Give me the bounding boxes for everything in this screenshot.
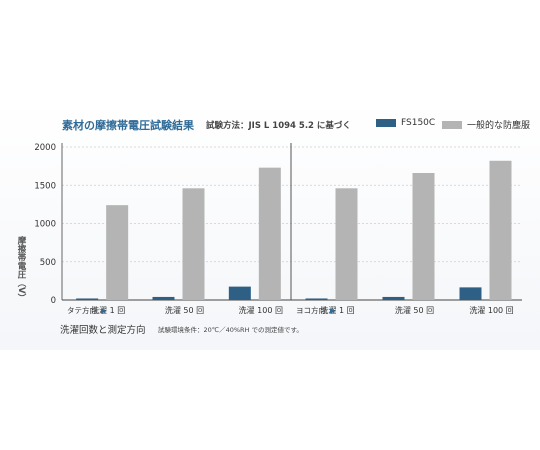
x-tick-label: 洗濯 1 回 [91, 305, 125, 315]
bar-fs150c [305, 298, 328, 300]
x-tick-label: 洗濯 50 回 [395, 305, 434, 315]
legend-label-general: 一般的な防塵服 [467, 121, 531, 131]
test-method: 試験方法：JIS L 1094 5.2 に基づく [206, 121, 351, 131]
legend-swatch-fs150c [376, 119, 396, 127]
chart-title: 素材の摩擦帯電圧試験結果 [62, 119, 194, 132]
legend-label-fs150c: FS150C [401, 118, 436, 128]
bar-general [182, 188, 205, 300]
bar-general [489, 160, 512, 300]
test-conditions-note: 試験環境条件：20℃／40%RH での測定値です。 [158, 326, 303, 334]
bar-fs150c [382, 296, 405, 300]
x-tick-label: 洗濯 1 回 [320, 305, 354, 315]
bar-general [335, 188, 358, 300]
y-tick-label: 1000 [34, 220, 56, 230]
y-tick-label: 0 [51, 296, 56, 306]
x-tick-label: 洗濯 100 回 [239, 305, 283, 315]
legend-item-general: 一般的な防塵服 [442, 118, 530, 131]
y-axis-label: 摩擦帯電圧（V） [16, 236, 26, 303]
group-label: ヨコ方向 [296, 305, 326, 315]
legend-item-fs150c: FS150C [376, 118, 435, 128]
arrow-icon: ▶ [101, 306, 107, 315]
y-tick-label: 1500 [34, 181, 56, 191]
bar-general [258, 167, 281, 300]
bar-general [106, 205, 129, 300]
bar-fs150c [459, 287, 482, 300]
bar-fs150c [228, 286, 251, 300]
group-label: タテ方向 [67, 305, 97, 315]
legend-swatch-general [442, 120, 462, 129]
bar-general [412, 173, 435, 300]
arrow-icon: ▶ [330, 306, 336, 315]
x-tick-label: 洗濯 50 回 [165, 305, 204, 315]
bar-fs150c [76, 298, 99, 300]
x-tick-label: 洗濯 100 回 [469, 305, 513, 315]
y-tick-label: 2000 [34, 143, 56, 153]
bar-fs150c [152, 296, 175, 300]
y-tick-label: 500 [40, 258, 56, 268]
x-axis-title: 洗濯回数と測定方向 [60, 325, 146, 336]
